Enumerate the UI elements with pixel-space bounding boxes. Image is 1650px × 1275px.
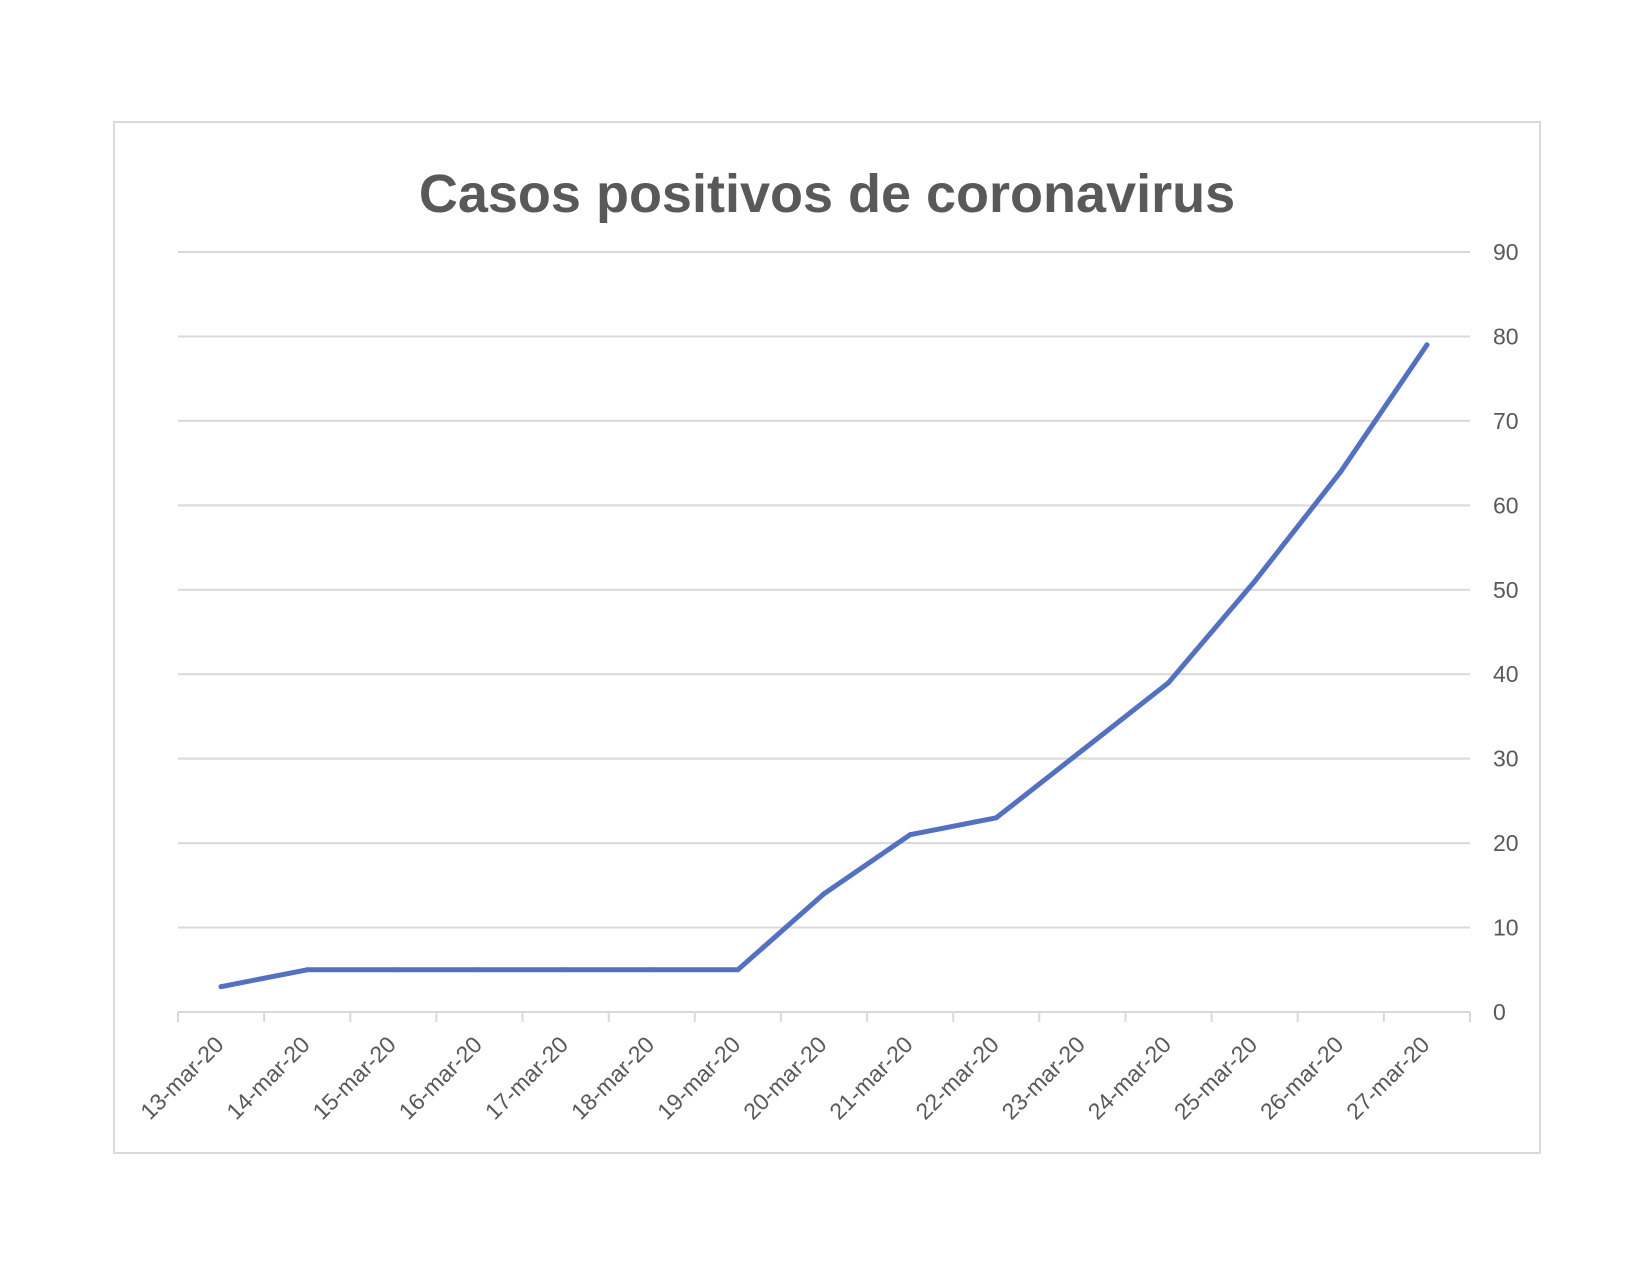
y-tick-label: 0 (1493, 999, 1506, 1025)
y-tick-label: 30 (1493, 746, 1519, 772)
data-point (218, 984, 224, 990)
y-tick-label: 20 (1493, 830, 1519, 856)
data-point (390, 967, 396, 973)
y-tick-label: 80 (1493, 323, 1519, 349)
x-tick-label: 22-mar-20 (910, 1031, 1003, 1124)
x-tick-label: 16-mar-20 (394, 1031, 487, 1124)
x-tick-label: 20-mar-20 (738, 1031, 831, 1124)
data-point (735, 967, 741, 973)
data-point (993, 815, 999, 821)
x-tick-label: 23-mar-20 (997, 1031, 1090, 1124)
x-tick-label: 26-mar-20 (1255, 1031, 1348, 1124)
data-point (907, 832, 913, 838)
x-tick-label: 18-mar-20 (566, 1031, 659, 1124)
data-point (1079, 747, 1085, 753)
x-tick-label: 17-mar-20 (480, 1031, 573, 1124)
y-tick-label: 10 (1493, 915, 1519, 941)
data-point (1338, 469, 1344, 475)
chart-area: Casos positivos de coronavirus 0 10 20 30 40… (113, 121, 1541, 1154)
x-tick-label: 13-mar-20 (135, 1031, 228, 1124)
x-tick-label: 15-mar-20 (307, 1031, 400, 1124)
line-chart: Casos positivos de coronavirus 0 10 20 30 40… (135, 164, 1519, 1125)
data-point (476, 967, 482, 973)
data-point (1424, 342, 1430, 348)
x-tick-label: 14-mar-20 (221, 1031, 314, 1124)
data-point (1166, 680, 1172, 686)
y-tick-label: 60 (1493, 492, 1519, 518)
x-axis-labels: 13-mar-2014-mar-2015-mar-2016-mar-2017-m… (135, 1031, 1434, 1124)
chart-title: Casos positivos de coronavirus (419, 164, 1235, 224)
y-axis: 0 10 20 30 40 50 60 70 80 90 (1493, 239, 1519, 1025)
y-tick-label: 70 (1493, 408, 1519, 434)
data-point (649, 967, 655, 973)
x-axis (177, 1011, 1471, 1022)
data-point (1252, 578, 1258, 584)
x-tick-label: 25-mar-20 (1169, 1031, 1262, 1124)
y-tick-label: 50 (1493, 577, 1519, 603)
x-tick-label: 19-mar-20 (652, 1031, 745, 1124)
x-tick-label: 27-mar-20 (1341, 1031, 1434, 1124)
data-point (563, 967, 569, 973)
data-point (821, 891, 827, 897)
y-tick-label: 90 (1493, 239, 1519, 265)
gridlines (178, 251, 1470, 929)
x-tick-label: 21-mar-20 (824, 1031, 917, 1124)
data-point (304, 967, 310, 973)
y-tick-label: 40 (1493, 661, 1519, 687)
series-line (218, 342, 1430, 990)
series-layer (218, 342, 1430, 990)
x-tick-label: 24-mar-20 (1083, 1031, 1176, 1124)
